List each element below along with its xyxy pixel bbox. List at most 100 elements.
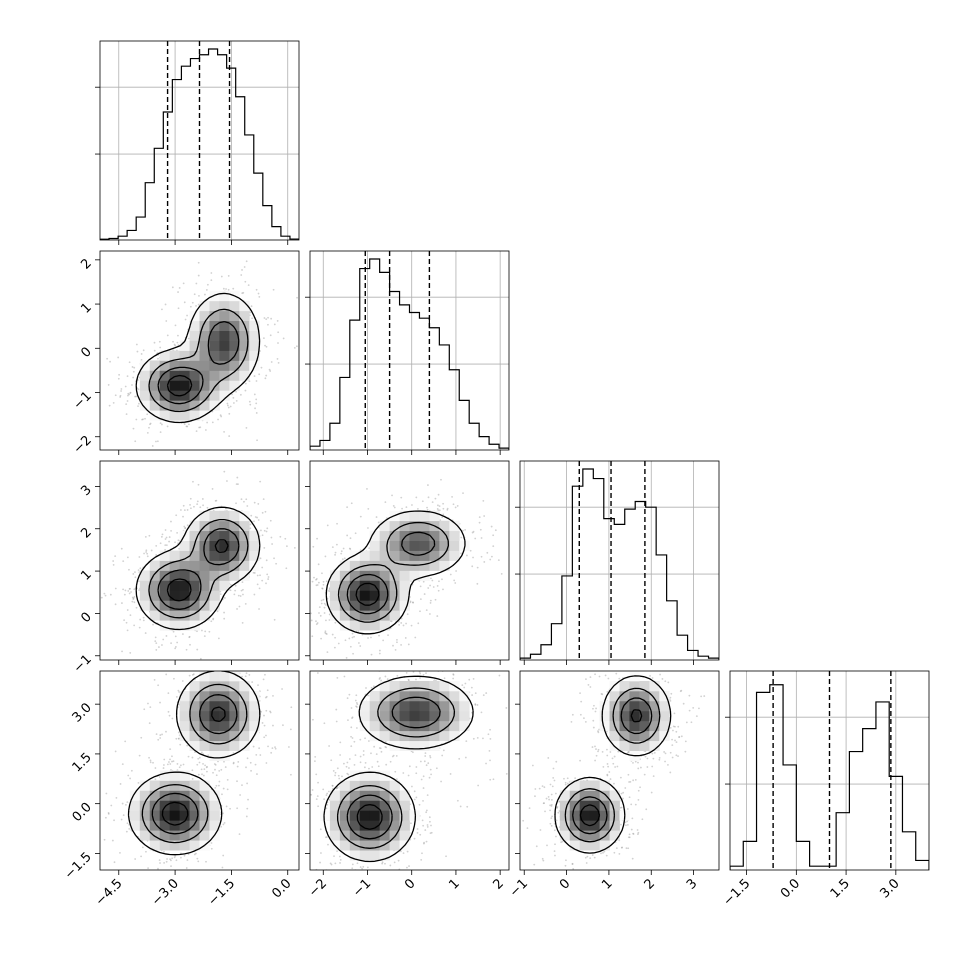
scatter-point <box>324 631 327 634</box>
scatter-point <box>422 824 425 827</box>
scatter-point <box>256 439 258 442</box>
scatter-point <box>126 801 129 804</box>
density-cell <box>179 350 190 361</box>
density-cell <box>219 330 230 341</box>
scatter-point <box>306 790 308 792</box>
density-cell <box>379 620 390 631</box>
scatter-point <box>170 642 172 645</box>
density-cell <box>169 800 180 811</box>
density-cell <box>169 810 180 821</box>
scatter-point <box>351 716 354 719</box>
scatter-point <box>320 599 323 602</box>
scatter-point <box>188 674 191 677</box>
scatter-point <box>110 804 113 807</box>
scatter-point <box>379 677 381 679</box>
density-cell <box>189 620 200 631</box>
density-cell <box>169 570 180 581</box>
scatter-point <box>441 578 443 581</box>
density-cell <box>219 300 230 312</box>
scatter-point <box>422 580 425 583</box>
scatter-point <box>370 653 373 656</box>
density-cell <box>389 560 400 571</box>
scatter-point <box>409 601 412 604</box>
density-cell <box>219 310 230 322</box>
density-cell <box>229 730 240 742</box>
density-cell <box>219 290 230 302</box>
scatter-point <box>225 805 228 808</box>
scatter-point <box>263 547 266 549</box>
scatter-point <box>323 606 326 609</box>
density-cell <box>179 600 190 611</box>
scatter-point <box>280 581 282 583</box>
scatter-point <box>245 426 248 429</box>
scatter-point <box>348 547 351 550</box>
scatter-point <box>315 773 318 776</box>
y-tick-label: −1.5 <box>62 850 95 883</box>
density-cell <box>209 570 220 581</box>
contour-line <box>141 683 248 844</box>
scatter-point <box>421 852 423 855</box>
scatter-point <box>184 527 187 530</box>
hist-bar <box>667 601 677 660</box>
scatter-point <box>356 706 358 708</box>
density-cell <box>159 770 171 781</box>
scatter-point <box>446 507 449 510</box>
density-cell <box>239 570 250 581</box>
scatter-point <box>239 794 242 796</box>
density-cell <box>209 360 220 371</box>
scatter-point <box>425 764 428 767</box>
scatter-point <box>120 818 123 821</box>
scatter-point <box>198 761 201 764</box>
scatter-point <box>168 714 171 717</box>
scatter-point <box>325 836 328 838</box>
scatter-point <box>352 652 354 655</box>
panel-frame <box>519 460 720 661</box>
scatter-point <box>367 527 369 529</box>
scatter-point <box>436 615 439 617</box>
scatter-point <box>354 754 357 757</box>
scatter-point <box>284 537 287 540</box>
scatter-point <box>470 686 473 689</box>
density-cell <box>419 570 430 581</box>
scatter-point <box>407 679 410 682</box>
density-cell <box>229 740 240 751</box>
scatter-point <box>159 734 162 736</box>
scatter-point <box>261 534 264 537</box>
scatter-point <box>325 632 327 635</box>
scatter-point <box>430 824 432 827</box>
scatter-point <box>212 618 215 621</box>
density-cell <box>399 520 410 532</box>
density-cell <box>219 730 230 742</box>
scatter-point <box>425 672 427 674</box>
density-cell <box>209 380 220 391</box>
scatter-point <box>450 666 452 668</box>
scatter-point <box>244 280 247 283</box>
scatter-point <box>224 905 226 907</box>
scatter-point <box>343 557 346 560</box>
scatter-point <box>322 583 325 586</box>
scatter-point <box>196 648 199 651</box>
density-cell <box>369 590 381 601</box>
hist-bar <box>154 148 163 240</box>
scatter-point <box>427 762 430 765</box>
density-cell <box>209 390 220 401</box>
density-cell <box>169 830 180 841</box>
scatter-point <box>351 737 354 739</box>
density-cell <box>209 680 220 692</box>
density-cell <box>199 810 210 821</box>
hist-bar <box>236 97 245 240</box>
density-cell <box>199 610 210 621</box>
scatter-point <box>429 768 432 771</box>
scatter-point <box>356 703 359 706</box>
scatter-point <box>231 393 233 396</box>
contour-line <box>355 582 380 606</box>
scatter-point <box>382 875 384 877</box>
scatter-point <box>65 374 67 376</box>
scatter-point <box>109 593 112 596</box>
scatter-point <box>415 496 418 499</box>
scatter-point <box>161 733 163 736</box>
scatter-point <box>223 470 226 473</box>
density-cell <box>389 530 400 541</box>
scatter-point <box>151 445 154 447</box>
density-cell <box>419 530 430 541</box>
